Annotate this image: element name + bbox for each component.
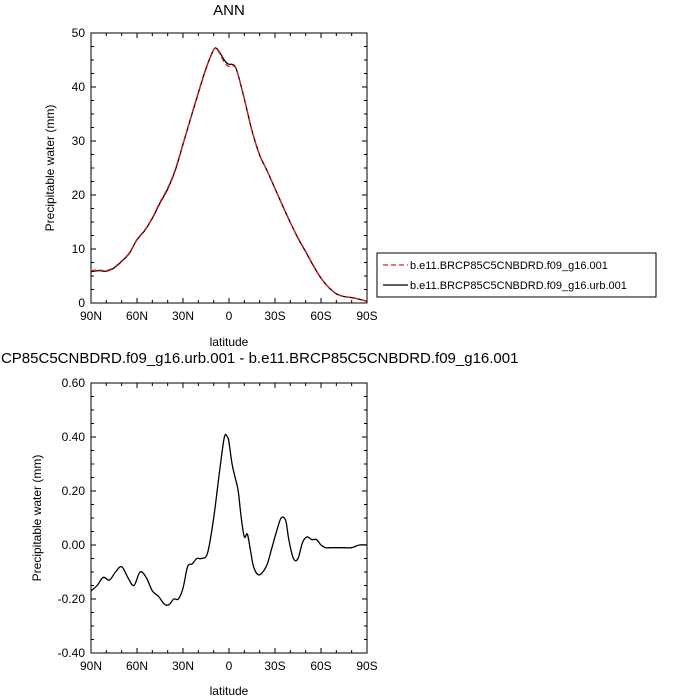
y-tick-label: 10 (72, 242, 86, 256)
legend-label-2: b.e11.BRCP85C5CNBDRD.f09_g16.urb.001 (410, 280, 627, 292)
y-tick-label: -0.40 (58, 646, 86, 660)
series-line-1 (90, 47, 368, 303)
x-tick-label: 60N (126, 659, 148, 673)
top-ylabel: Precipitable water (mm) (43, 105, 57, 232)
x-tick-label: 30N (172, 659, 194, 673)
bottom-plot-area: 90N 60N 30N 0 30S 60S 90S -0.40 -0.20 0.00 0.20 0.4… (58, 376, 378, 673)
series-line-2 (90, 47, 368, 303)
panel-bottom: b.e11.BRCP85C5CNBDRD.f09_g16.urb.001 - b… (0, 350, 518, 698)
legend-label-1: b.e11.BRCP85C5CNBDRD.f09_g16.001 (410, 260, 608, 272)
bottom-ylabel: Precipitable water (mm) (30, 455, 44, 582)
y-tick-label: 0.60 (62, 376, 86, 390)
y-tick-label: 0.00 (62, 538, 86, 552)
series-line-1 (90, 433, 368, 606)
plot-frame (90, 382, 368, 654)
x-tick-label: 90S (356, 309, 377, 323)
x-tick-label: 60N (126, 309, 148, 323)
x-tick-label: 60S (310, 659, 331, 673)
legend-box (376, 252, 657, 298)
x-tick-label: 30N (172, 309, 194, 323)
y-tick-label: 30 (72, 134, 86, 148)
top-title: ANN (213, 2, 245, 19)
y-tick-label: 20 (72, 188, 86, 202)
y-tick-label: 50 (72, 26, 86, 40)
legend: b.e11.BRCP85C5CNBDRD.f09_g16.001 b.e11.B… (376, 252, 657, 298)
x-tick-label: 0 (226, 659, 233, 673)
bottom-title: b.e11.BRCP85C5CNBDRD.f09_g16.urb.001 - b… (0, 350, 518, 367)
bottom-xlabel: latitude (210, 684, 249, 698)
y-tick-label: -0.20 (58, 592, 86, 606)
x-tick-label: 90N (80, 309, 102, 323)
plot-frame (90, 32, 368, 304)
top-plot-area: 90N 60N 30N 0 30S 60S 90S 0 10 20 30 40 50 (72, 26, 378, 323)
x-tick-label: 90S (356, 659, 377, 673)
top-xlabel: latitude (210, 335, 249, 349)
panel-top: ANN 90N 60N 30N 0 30S 60S 90S 0 10 20 30 40 50 latit… (43, 2, 378, 349)
x-tick-label: 30S (264, 309, 285, 323)
x-tick-label: 30S (264, 659, 285, 673)
y-tick-label: 0.20 (62, 484, 86, 498)
y-tick-label: 0 (78, 296, 85, 310)
y-tick-label: 40 (72, 80, 86, 94)
x-tick-label: 0 (226, 309, 233, 323)
x-tick-label: 90N (80, 659, 102, 673)
y-tick-label: 0.40 (62, 430, 86, 444)
x-tick-label: 60S (310, 309, 331, 323)
